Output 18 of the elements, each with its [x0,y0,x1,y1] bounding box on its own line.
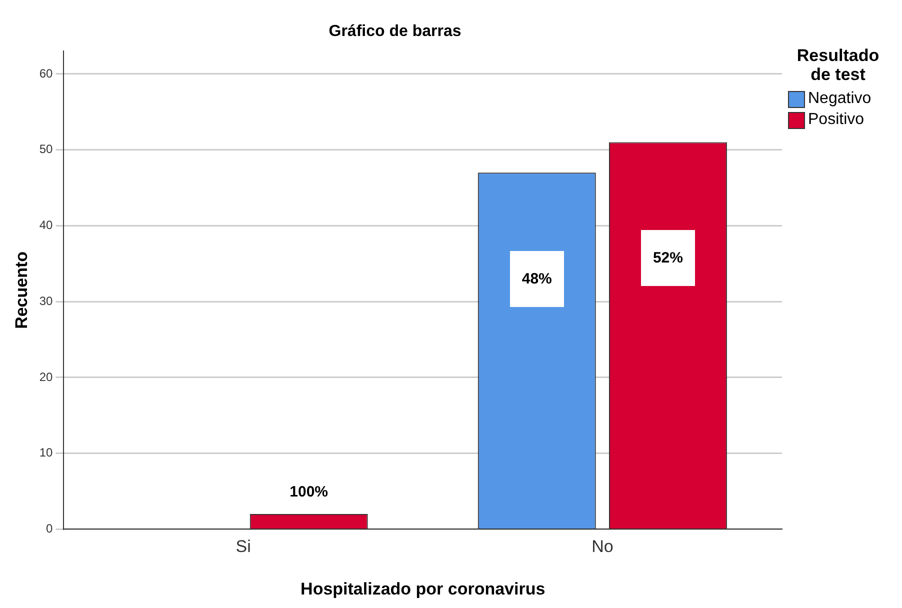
y-tick-label: 50 [39,142,54,156]
annotation: 48% [522,270,552,288]
y-axis-title: Recuento [12,251,31,329]
legend-label: Negativo [808,90,872,108]
y-tick-label: 40 [39,218,54,232]
x-tick-label: No [592,537,614,556]
annotation: 52% [652,250,683,267]
annotation: 100% [290,484,328,501]
legend-label: Positivo [808,111,864,129]
y-tick-label: 20 [39,370,54,384]
chart-title: Gráfico de barras [328,23,462,40]
x-axis-title: Hospitalizado por coronavirus [300,579,546,598]
legend-title: Resultado de test [796,46,880,84]
x-tick-label: Si [236,537,251,556]
y-tick-label: 60 [39,66,54,80]
y-tick-label: 30 [39,294,54,308]
y-tick-label: 0 [46,522,54,536]
y-tick-label: 10 [39,446,54,460]
